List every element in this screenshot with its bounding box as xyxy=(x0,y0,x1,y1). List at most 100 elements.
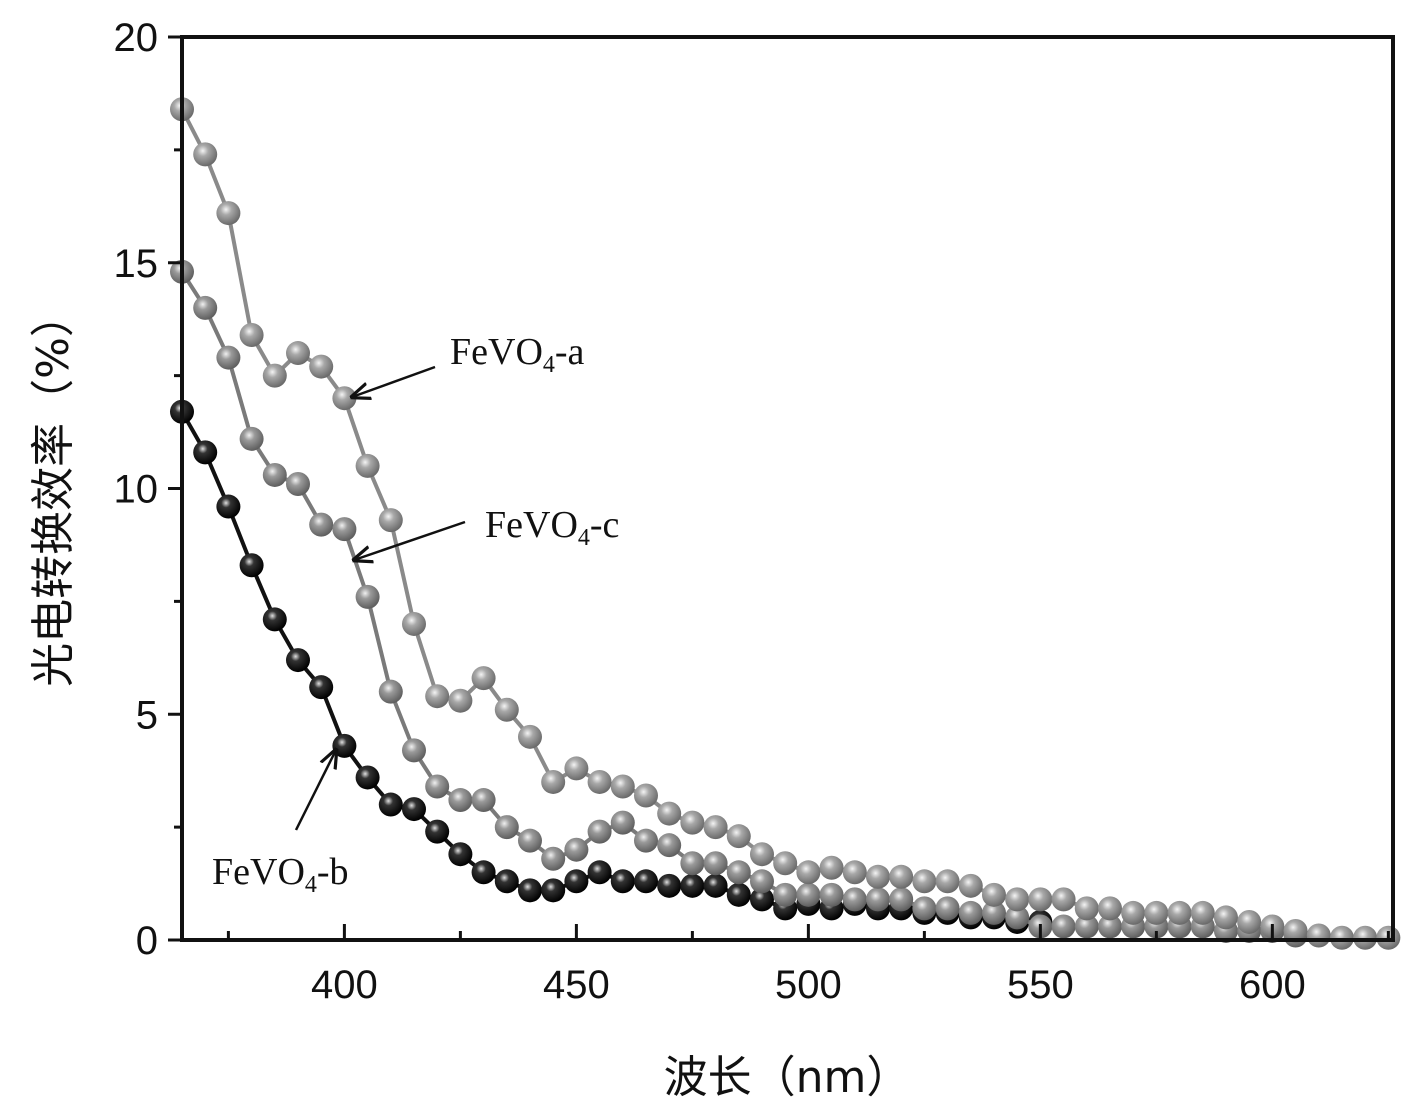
data-point-b xyxy=(448,842,473,867)
data-point-c xyxy=(378,679,403,704)
data-point-a xyxy=(819,855,844,880)
data-point-c xyxy=(912,896,937,921)
x-tick-label: 550 xyxy=(1007,963,1074,1007)
data-point-c xyxy=(773,882,798,907)
annotation-label-b: FeVO4-b xyxy=(212,851,349,898)
annotation-arrow-c xyxy=(354,520,466,560)
data-point-a xyxy=(285,341,310,366)
data-point-b xyxy=(564,869,589,894)
data-point-a xyxy=(355,453,380,478)
data-point-b xyxy=(726,882,751,907)
data-point-a xyxy=(448,688,473,713)
data-point-c xyxy=(587,819,612,844)
data-point-a xyxy=(935,869,960,894)
data-point-a xyxy=(587,769,612,794)
data-point-a xyxy=(749,842,774,867)
data-point-a xyxy=(981,882,1006,907)
data-point-b xyxy=(587,860,612,885)
data-point-a xyxy=(332,386,357,411)
data-point-c xyxy=(657,833,682,858)
data-point-b xyxy=(633,869,658,894)
data-point-a xyxy=(912,869,937,894)
data-point-c xyxy=(401,738,426,763)
y-axis-title: 光电转换效率（%） xyxy=(28,293,79,687)
data-point-c xyxy=(610,810,635,835)
data-point-b xyxy=(541,878,566,903)
data-point-b xyxy=(309,675,334,700)
data-point-b xyxy=(517,878,542,903)
data-point-b xyxy=(657,873,682,898)
data-point-a xyxy=(1167,900,1192,925)
data-point-a xyxy=(1213,905,1238,930)
data-point-c xyxy=(958,900,983,925)
data-point-c xyxy=(517,828,542,853)
data-point-c xyxy=(749,869,774,894)
data-point-b xyxy=(378,792,403,817)
data-point-a xyxy=(958,873,983,898)
data-point-a xyxy=(541,769,566,794)
y-tick-label: 0 xyxy=(136,919,158,963)
data-point-a xyxy=(1329,925,1354,950)
plot-frame xyxy=(180,35,1395,942)
data-point-c xyxy=(726,860,751,885)
data-point-a xyxy=(726,824,751,849)
data-point-a xyxy=(216,201,241,226)
ticks-layer: 400 450 500 550 600 0 5 10 15 20 xyxy=(114,16,1390,1007)
x-axis-title: 波长（nm） xyxy=(664,1052,911,1103)
x-tick-label: 450 xyxy=(543,963,610,1007)
data-point-b xyxy=(471,860,496,885)
data-point-c xyxy=(1051,914,1076,939)
y-tick-label: 5 xyxy=(136,693,158,737)
data-point-c xyxy=(1005,905,1030,930)
data-point-a xyxy=(703,815,728,840)
data-point-a xyxy=(796,860,821,885)
data-point-c xyxy=(1074,914,1099,939)
data-point-b xyxy=(749,887,774,912)
data-point-b xyxy=(332,733,357,758)
data-point-a xyxy=(680,810,705,835)
data-point-a xyxy=(889,864,914,889)
data-point-a xyxy=(773,851,798,876)
data-point-a xyxy=(239,322,264,347)
annotation-label-a: FeVO4-a xyxy=(450,331,585,378)
data-point-c xyxy=(494,815,519,840)
data-point-c xyxy=(216,345,241,370)
data-point-a xyxy=(517,724,542,749)
data-point-b xyxy=(216,494,241,519)
data-point-a xyxy=(471,666,496,691)
x-tick-label: 500 xyxy=(775,963,842,1007)
data-point-b xyxy=(355,765,380,790)
data-point-a xyxy=(1283,918,1308,943)
data-point-c xyxy=(981,900,1006,925)
data-point-c xyxy=(819,882,844,907)
data-point-a xyxy=(1190,900,1215,925)
data-point-a xyxy=(1074,896,1099,921)
data-point-b xyxy=(239,553,264,578)
data-point-c xyxy=(541,846,566,871)
y-tick-label: 10 xyxy=(114,468,159,512)
data-point-c xyxy=(889,887,914,912)
data-point-a xyxy=(1051,887,1076,912)
data-point-a xyxy=(865,864,890,889)
x-tick-label: 600 xyxy=(1239,963,1306,1007)
data-point-b xyxy=(610,869,635,894)
data-point-c xyxy=(262,462,287,487)
data-point-a xyxy=(193,142,218,167)
data-point-c xyxy=(332,517,357,542)
annotation-label-c: FeVO4-c xyxy=(485,504,619,551)
data-point-b xyxy=(285,648,310,673)
annotation-arrow-a xyxy=(352,365,436,397)
data-point-c xyxy=(703,851,728,876)
data-point-c xyxy=(842,887,867,912)
data-point-b xyxy=(703,873,728,898)
data-point-a xyxy=(633,783,658,808)
data-point-c xyxy=(309,512,334,537)
data-point-c xyxy=(471,788,496,813)
data-point-a xyxy=(1028,887,1053,912)
x-tick-label: 400 xyxy=(311,963,378,1007)
data-point-a xyxy=(1353,925,1378,950)
data-point-b xyxy=(262,607,287,632)
data-point-a xyxy=(564,756,589,781)
data-point-b xyxy=(494,869,519,894)
data-point-c xyxy=(935,896,960,921)
